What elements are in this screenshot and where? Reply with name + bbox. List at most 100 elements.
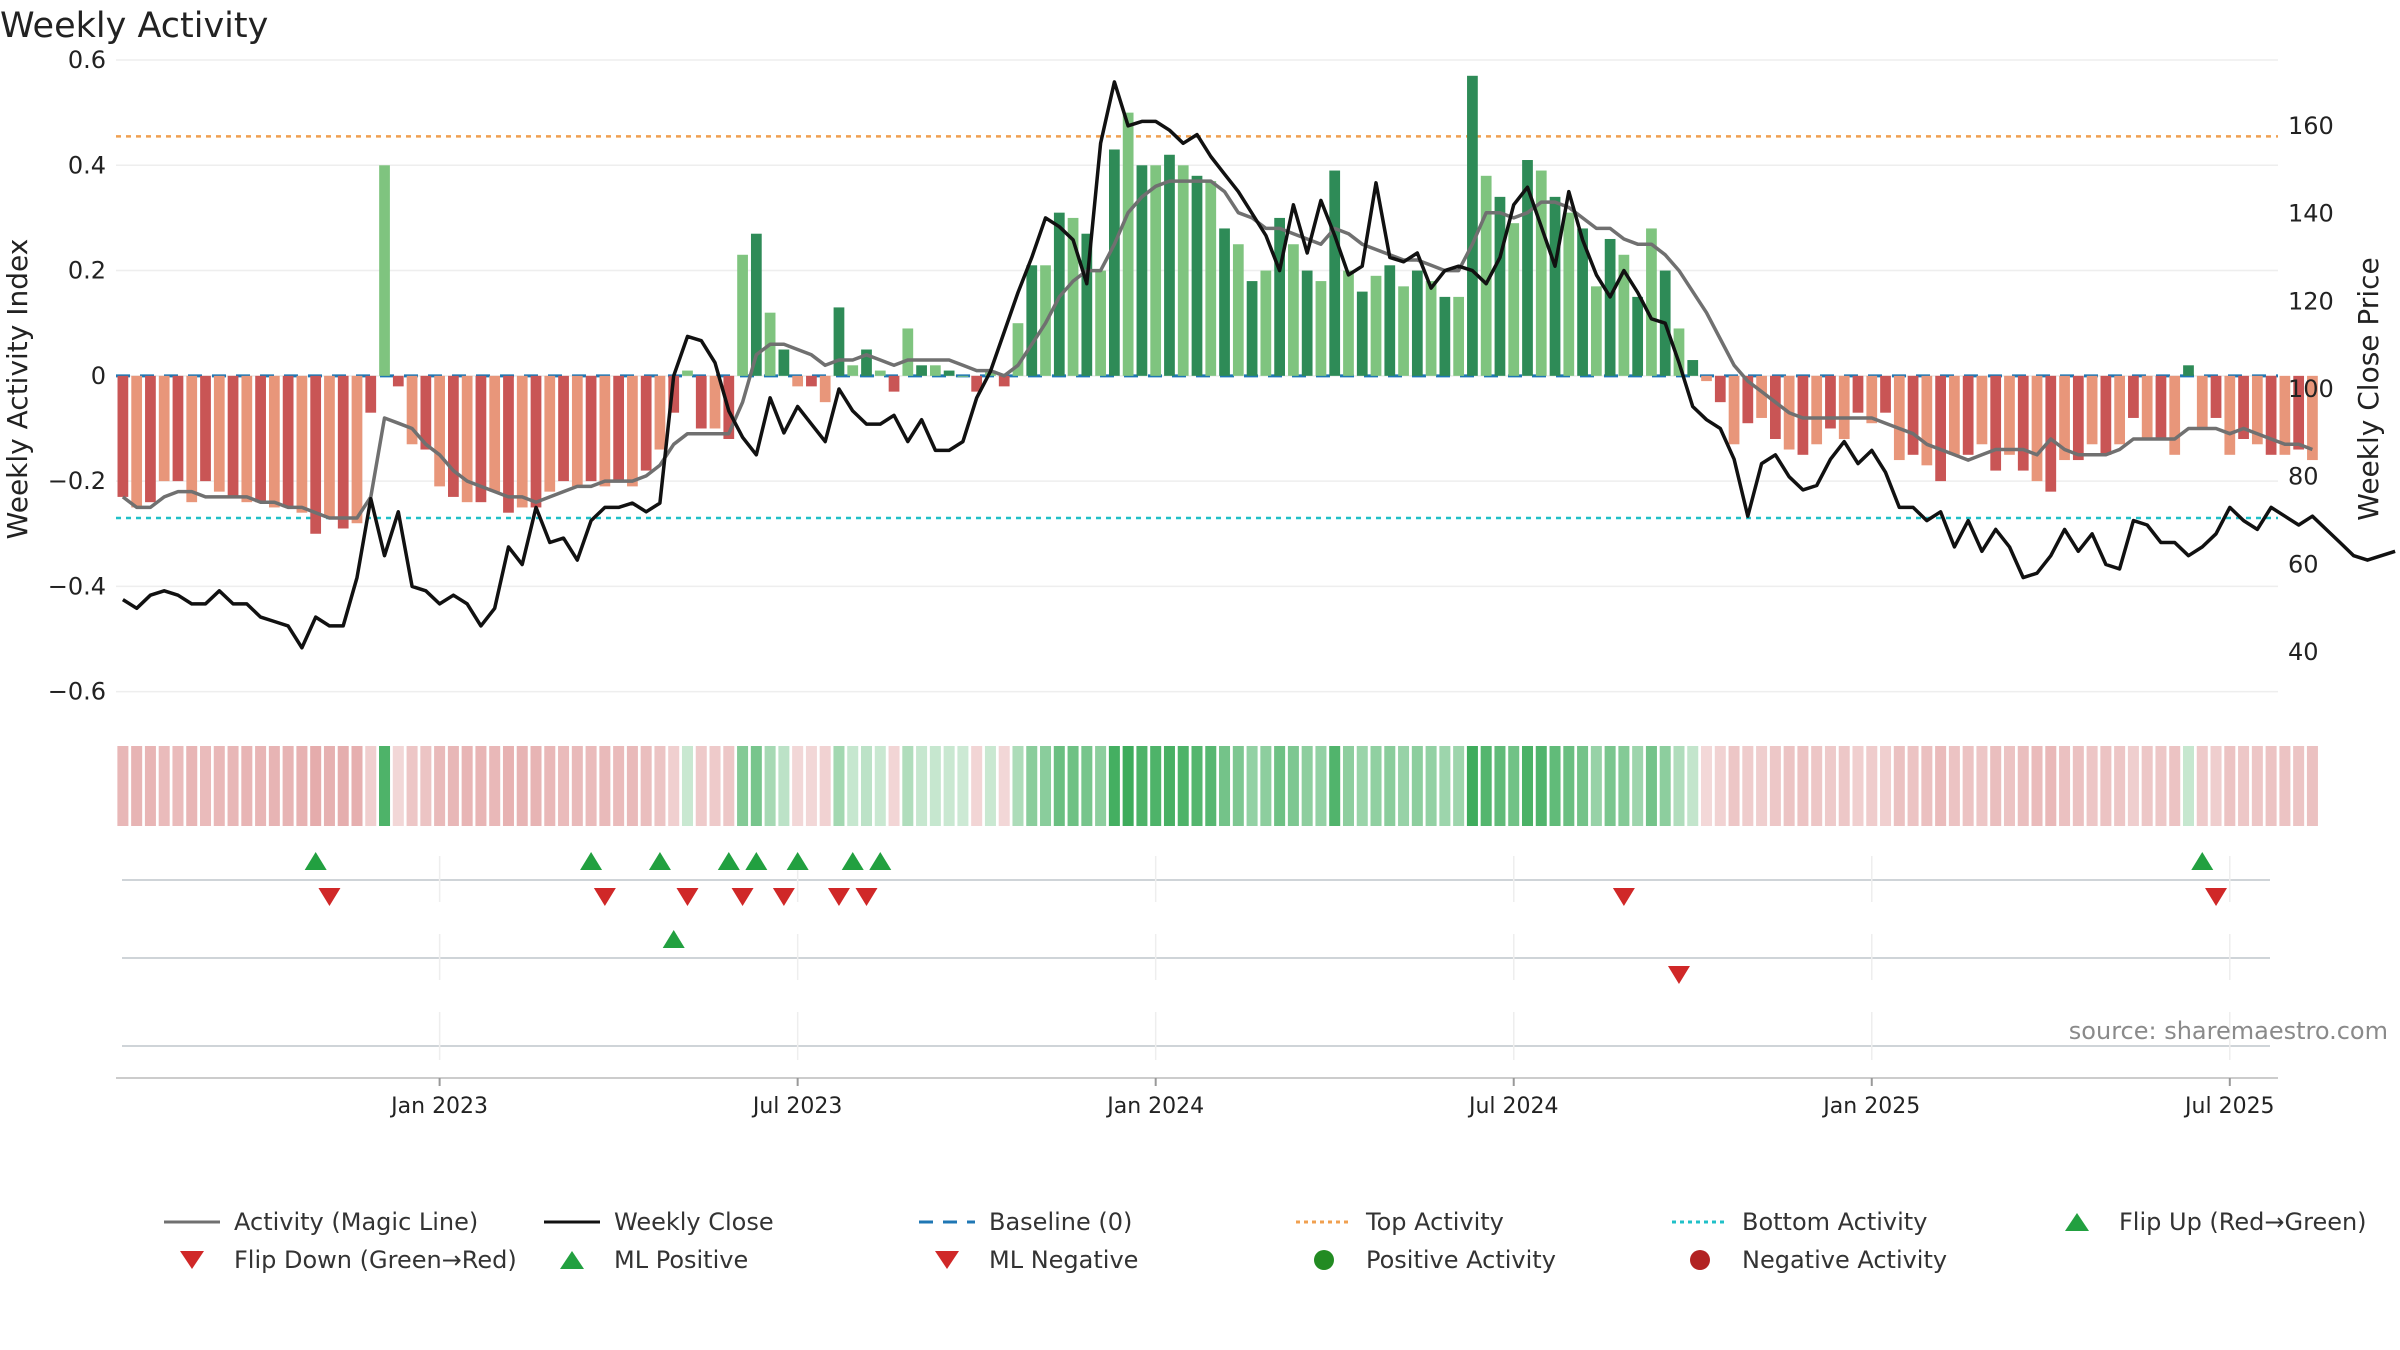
heat-strip-cell	[1577, 746, 1589, 826]
activity-bar	[2155, 375, 2167, 440]
activity-bar	[1880, 375, 1891, 413]
heat-strip-cell	[1425, 746, 1437, 826]
heat-strip-cell	[778, 746, 790, 826]
activity-bar	[1976, 375, 1988, 445]
legend-item-ml-positive: ML Positive	[540, 1243, 748, 1277]
activity-bar	[1756, 375, 1767, 418]
heat-strip-cell	[2114, 746, 2126, 826]
legend-item-flip-up: Flip Up (Red→Green)	[2045, 1205, 2367, 1239]
heat-strip-cell	[2031, 746, 2043, 826]
heat-strip-cell	[1411, 746, 1423, 826]
activity-bar	[1590, 286, 1602, 376]
activity-bar	[282, 375, 294, 508]
activity-bar	[1081, 233, 1093, 376]
heat-strip-cell	[695, 746, 707, 826]
heat-strip-cell	[323, 746, 335, 826]
heat-strip-cell	[2100, 746, 2112, 826]
heat-strip-cell	[2265, 746, 2277, 826]
heat-strip-cell	[1824, 746, 1836, 826]
activity-bar	[1067, 217, 1079, 376]
heat-strip-cell	[1384, 746, 1396, 826]
activity-bar	[2279, 375, 2291, 455]
legend-label: ML Negative	[989, 1246, 1139, 1274]
heat-strip-cell	[1687, 746, 1699, 826]
flip-up-marker	[580, 852, 603, 870]
heat-strip-cell	[310, 746, 322, 826]
heat-strip-cell	[227, 746, 239, 826]
heat-strip-cell	[1521, 746, 1534, 826]
heat-strip-cell	[1701, 746, 1713, 826]
activity-bar	[2238, 375, 2249, 440]
line-dashed-blue-icon	[919, 1220, 975, 1224]
legend-label: Negative Activity	[1742, 1246, 1948, 1274]
activity-bar	[1949, 375, 1960, 455]
activity-bar	[1893, 375, 1905, 461]
heat-strip-cell	[1136, 746, 1148, 826]
heat-strip-cell	[1508, 746, 1520, 826]
activity-bar	[1177, 165, 1189, 376]
activity-bar	[1494, 196, 1506, 376]
flip-up-marker	[745, 852, 768, 870]
legend-label: Activity (Magic Line)	[234, 1208, 479, 1236]
heat-strip-cell	[351, 746, 363, 826]
activity-bar	[1095, 270, 1106, 376]
heat-strip-cell	[1990, 746, 2002, 826]
heat-strip-cell	[1329, 746, 1341, 826]
heat-strip-cell	[144, 746, 156, 826]
heat-strip-cell	[1219, 746, 1231, 826]
activity-bar	[1962, 375, 1974, 455]
heat-strip-cell	[668, 746, 680, 826]
heat-strip-cell	[1783, 746, 1795, 826]
heat-strip-cell	[709, 746, 721, 826]
heat-strip-cell	[1081, 746, 1093, 826]
activity-bar	[1769, 375, 1781, 440]
heat-strip-cell	[1494, 746, 1506, 826]
activity-bar	[1673, 328, 1685, 376]
heat-strip-cell	[805, 746, 817, 826]
activity-bar	[1411, 270, 1423, 376]
heat-strip-cell	[1177, 746, 1189, 826]
activity-bar	[2293, 375, 2305, 450]
activity-bar	[1164, 154, 1175, 376]
y-tick-label-left: 0.2	[68, 257, 106, 285]
activity-bar	[971, 375, 983, 392]
activity-bar	[365, 375, 377, 413]
activity-bar	[1522, 160, 1533, 376]
activity-bar	[1935, 375, 1946, 482]
heat-strip-cell	[847, 746, 859, 826]
heat-strip-cell	[1948, 746, 1960, 826]
line-dotted-cyan-icon	[1672, 1220, 1728, 1224]
heat-strip-cell	[571, 746, 583, 826]
activity-bar	[1921, 375, 1933, 466]
heat-strip-cell	[1053, 746, 1065, 826]
x-tick-label: Jul 2024	[1467, 1094, 1559, 1119]
heat-strip-cell	[406, 746, 418, 826]
legend-item-magic-line: Activity (Magic Line)	[160, 1205, 478, 1239]
heat-strip-cell	[1191, 746, 1203, 826]
heat-strip-cell	[502, 746, 514, 826]
activity-bar	[902, 328, 914, 376]
y-tick-label-left: −0.6	[48, 678, 106, 706]
activity-bar	[1646, 228, 1657, 376]
heat-strip-cell	[1742, 746, 1754, 826]
heat-strip-cell	[613, 746, 625, 826]
activity-bar	[1301, 270, 1313, 376]
activity-heat-strip	[117, 746, 2318, 826]
heat-strip-cell	[2306, 746, 2318, 826]
source-credit: source: sharemaestro.com	[2068, 1017, 2388, 1045]
triangle-down-red-icon	[180, 1251, 204, 1269]
activity-bar	[833, 307, 845, 376]
heat-strip-cell	[1756, 746, 1768, 826]
heat-strip-cell	[2003, 746, 2015, 826]
activity-bar	[351, 375, 363, 524]
activity-bar	[1315, 281, 1327, 376]
heat-strip-cell	[434, 746, 446, 826]
activity-bar	[1535, 170, 1547, 376]
legend-item-bottom-activity: Bottom Activity	[1668, 1205, 1927, 1239]
activity-bar	[2004, 375, 2015, 455]
heat-strip-cell	[902, 746, 914, 826]
activity-bar	[1356, 291, 1368, 376]
heat-strip-cell	[186, 746, 198, 826]
heat-strip-cell	[998, 746, 1010, 826]
heat-strip-cell	[654, 746, 666, 826]
